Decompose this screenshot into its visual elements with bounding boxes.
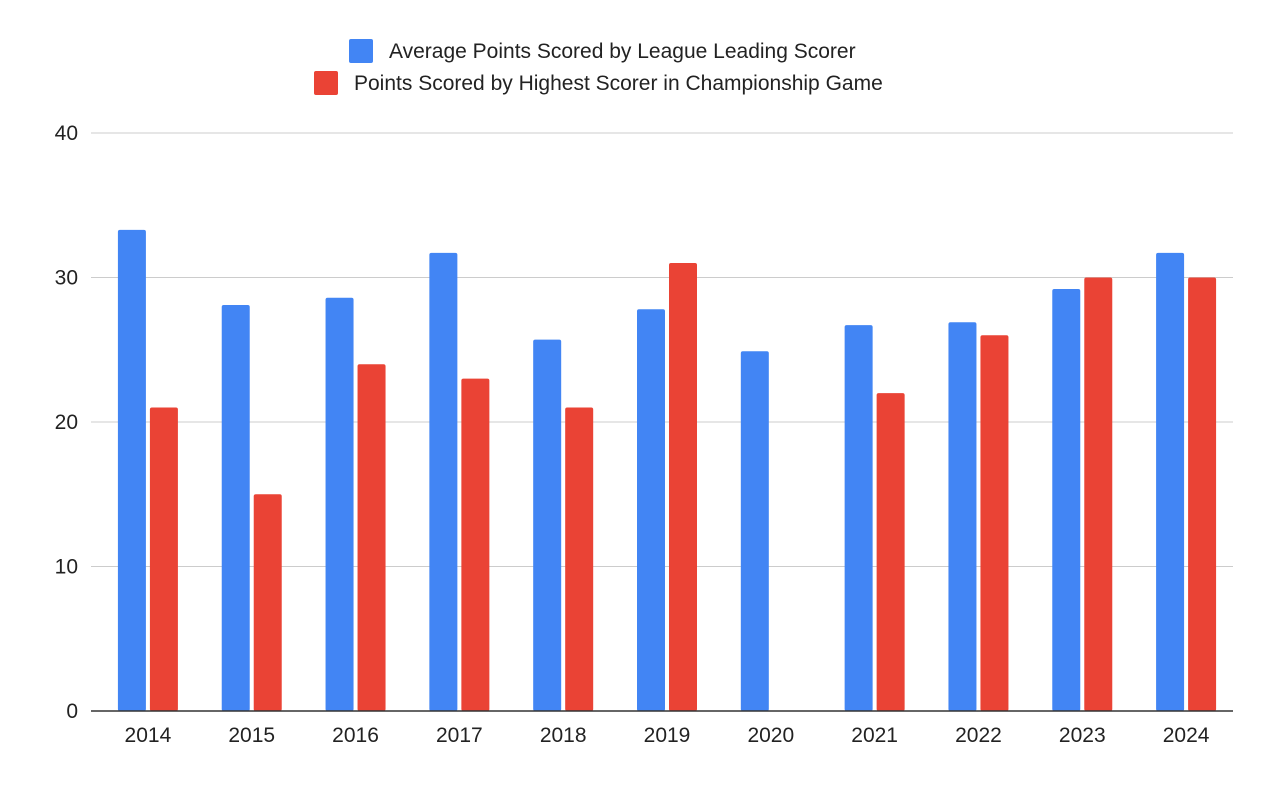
x-axis-ticks: 2014 2015 2016 2017 2018 2019 2020 2021 2022 2023… — [125, 724, 1210, 747]
legend-label-series-2: Points Scored by Highest Scorer in Champ… — [354, 72, 883, 95]
x-tick-label: 2024 — [1163, 724, 1210, 747]
bar-series-1-2020 — [740, 351, 769, 711]
bar-series-1-2019 — [637, 309, 665, 711]
bar-series-2-2024 — [1188, 277, 1217, 711]
y-axis-ticks: 0 10 20 30 40 — [55, 122, 78, 723]
bar-series-1-2014 — [117, 229, 146, 711]
bar-series-1-2024 — [1156, 252, 1185, 711]
y-tick-label: 0 — [66, 700, 78, 723]
x-tick-label: 2020 — [747, 724, 794, 747]
bar-series-2-2015 — [253, 494, 282, 711]
y-tick-label: 20 — [55, 411, 78, 434]
y-tick-label: 10 — [55, 556, 78, 579]
bar-series-2-2022 — [980, 335, 1009, 711]
bar-series-2-2014 — [149, 407, 178, 711]
x-tick-label: 2019 — [644, 724, 691, 747]
x-tick-label: 2014 — [125, 724, 172, 747]
y-tick-label: 40 — [55, 122, 78, 145]
x-tick-label: 2023 — [1059, 724, 1106, 747]
bar-series-1-2018 — [533, 339, 562, 711]
bar-series-2-2018 — [565, 407, 594, 711]
bar-series-1-2022 — [948, 322, 977, 711]
x-tick-label: 2018 — [540, 724, 587, 747]
bar-series-2-2016 — [357, 364, 386, 711]
y-tick-label: 30 — [55, 267, 78, 290]
bar-series-1-2023 — [1052, 289, 1081, 711]
bars — [117, 229, 1217, 711]
x-tick-label: 2017 — [436, 724, 483, 747]
x-tick-label: 2015 — [228, 724, 275, 747]
x-tick-label: 2022 — [955, 724, 1002, 747]
bar-series-2-2017 — [461, 378, 490, 711]
x-tick-label: 2021 — [851, 724, 898, 747]
bar-series-1-2017 — [429, 252, 458, 711]
bar-series-1-2021 — [844, 325, 873, 711]
bar-series-2-2019 — [669, 263, 697, 711]
legend-swatch-series-2 — [314, 71, 338, 95]
legend: Average Points Scored by League Leading … — [314, 39, 883, 95]
bar-series-1-2015 — [221, 304, 250, 711]
legend-label-series-1: Average Points Scored by League Leading … — [389, 40, 856, 63]
x-tick-label: 2016 — [332, 724, 379, 747]
bar-series-2-2023 — [1084, 277, 1113, 711]
bar-series-1-2016 — [325, 297, 354, 711]
bar-series-2-2021 — [876, 393, 905, 711]
legend-swatch-series-1 — [349, 39, 373, 63]
